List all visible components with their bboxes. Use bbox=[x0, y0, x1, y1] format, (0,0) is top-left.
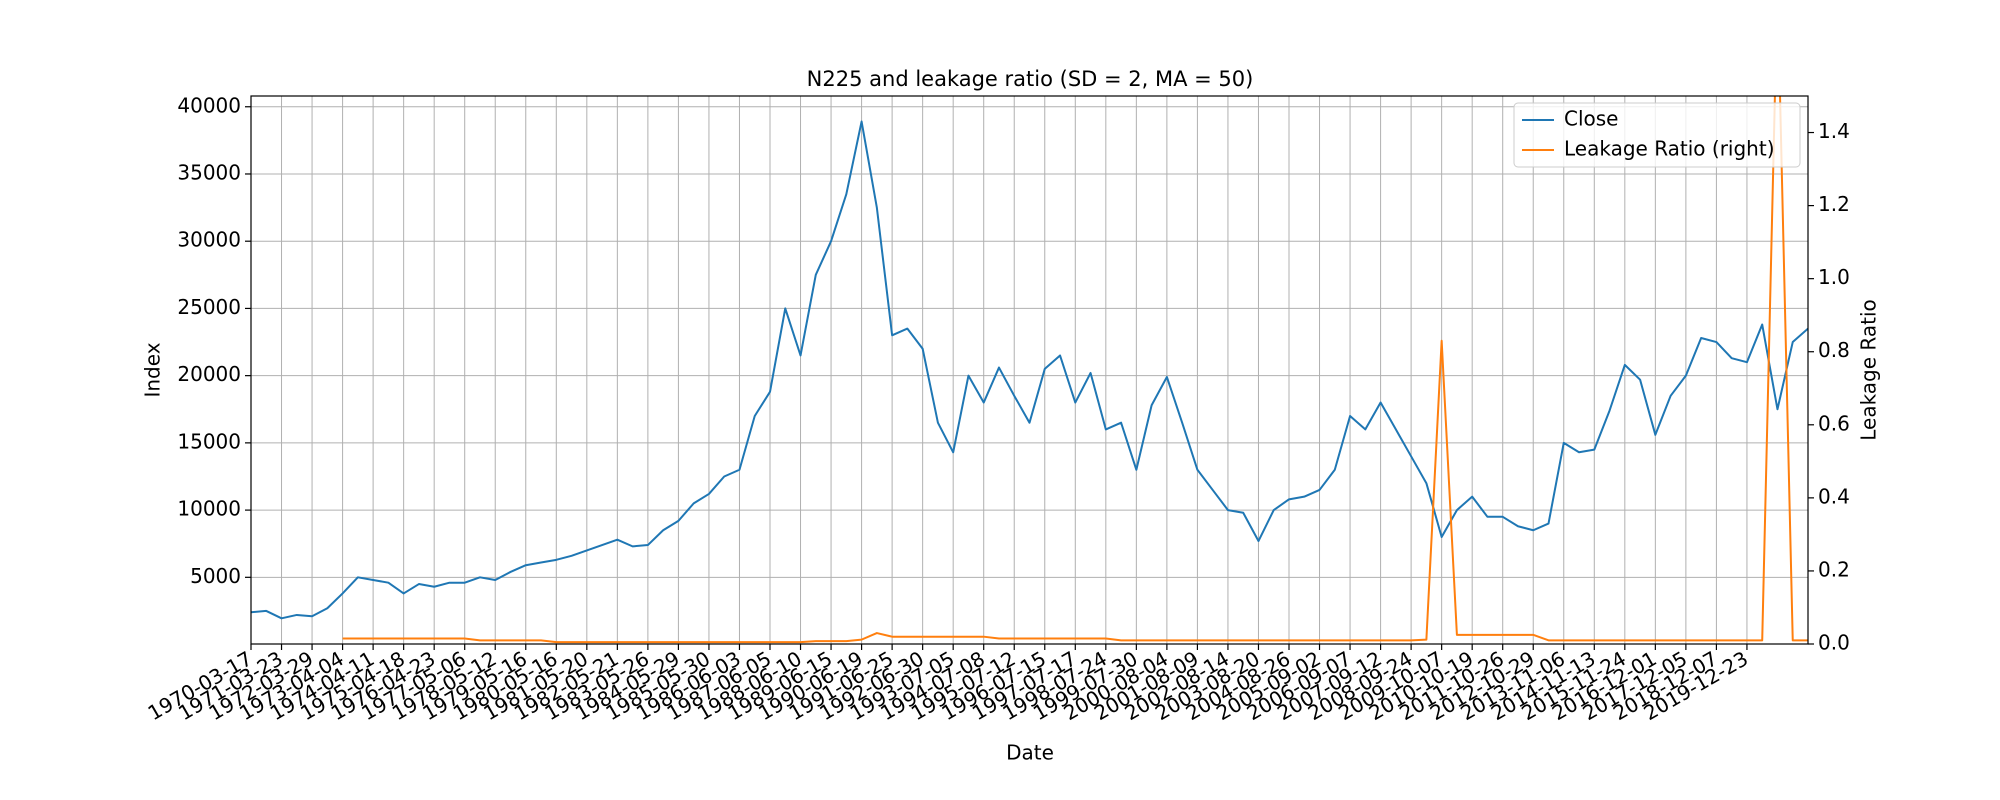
axes: 1970-03-171971-03-231972-03-291973-04-04… bbox=[144, 93, 1850, 725]
plot-frame bbox=[250, 95, 1809, 645]
series-line bbox=[342, 96, 1808, 644]
legend-label: Leakage Ratio (right) bbox=[1564, 137, 1775, 161]
grid bbox=[250, 96, 1808, 644]
y-tick-label: 35000 bbox=[177, 160, 241, 184]
y-axis-label: Index bbox=[141, 342, 165, 397]
y2-tick-label: 0.2 bbox=[1818, 557, 1850, 581]
legend: Close Leakage Ratio (right) bbox=[1513, 102, 1801, 168]
series-line bbox=[251, 120, 1808, 620]
y-tick-label: 10000 bbox=[177, 497, 241, 521]
legend-box bbox=[1513, 102, 1801, 168]
plot-lines bbox=[251, 96, 1808, 644]
y2-tick-label: 0.8 bbox=[1818, 338, 1850, 362]
y-tick-label: 20000 bbox=[177, 362, 241, 386]
x-axis-label: Date bbox=[1006, 741, 1054, 765]
y-tick-label: 30000 bbox=[177, 228, 241, 252]
y2-tick-label: 1.2 bbox=[1818, 192, 1850, 216]
y-tick-label: 25000 bbox=[177, 295, 241, 319]
legend-label: Close bbox=[1564, 107, 1618, 131]
y2-tick-label: 1.0 bbox=[1818, 265, 1850, 289]
y-tick-label: 5000 bbox=[190, 564, 241, 588]
y2-tick-label: 0.4 bbox=[1818, 484, 1850, 508]
y-tick-label: 40000 bbox=[177, 93, 241, 117]
y-tick-label: 15000 bbox=[177, 429, 241, 453]
y2-tick-label: 0.6 bbox=[1818, 411, 1850, 435]
y2-tick-label: 1.4 bbox=[1818, 119, 1850, 143]
y2-axis-label: Leakage Ratio bbox=[1857, 299, 1881, 441]
y2-tick-label: 0.0 bbox=[1818, 631, 1850, 655]
chart-title: N225 and leakage ratio (SD = 2, MA = 50) bbox=[807, 67, 1254, 91]
